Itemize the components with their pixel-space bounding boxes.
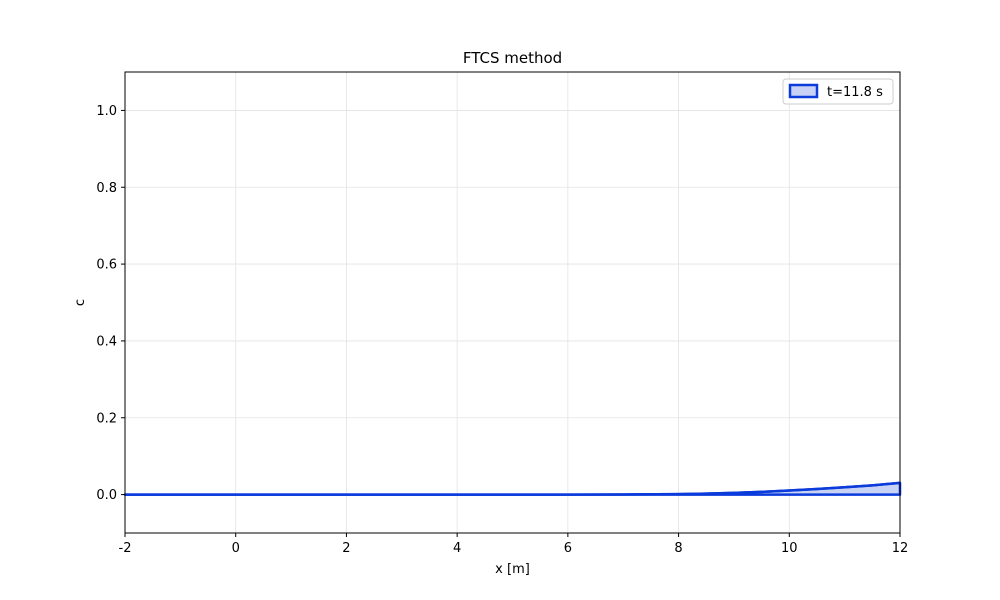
- axes-frame: [124, 71, 901, 534]
- x-tick-label: 4: [453, 541, 461, 556]
- y-tick-label: 1.0: [96, 104, 117, 119]
- legend: t=11.8 s: [782, 78, 894, 105]
- x-axis-label: x [m]: [495, 562, 530, 577]
- x-tick-label: 12: [892, 541, 909, 556]
- x-tick-label: -2: [119, 541, 132, 556]
- y-tick-label: 0.8: [96, 181, 117, 196]
- series-line: [125, 481, 901, 496]
- y-tick-label: 0.4: [96, 334, 117, 349]
- y-axis-ticks: 0.0 0.2 0.4 0.6 0.8 1.0: [96, 104, 125, 503]
- legend-label: t=11.8 s: [827, 85, 883, 100]
- plot-area: [123, 481, 902, 496]
- x-tick-label: 10: [781, 541, 798, 556]
- y-tick-label: 0.2: [96, 411, 117, 426]
- x-tick-label: 0: [232, 541, 240, 556]
- legend-swatch: [788, 83, 819, 99]
- chart-title: FTCS method: [463, 49, 562, 67]
- y-tick-label: 0.6: [96, 258, 117, 273]
- y-tick-label: 0.0: [96, 488, 117, 503]
- x-tick-label: 2: [342, 541, 350, 556]
- x-tick-label: 8: [674, 541, 682, 556]
- x-axis-ticks: -2 0 2 4 6 8 10 12: [119, 533, 909, 556]
- x-tick-label: 6: [564, 541, 572, 556]
- y-axis-label: c: [73, 299, 88, 306]
